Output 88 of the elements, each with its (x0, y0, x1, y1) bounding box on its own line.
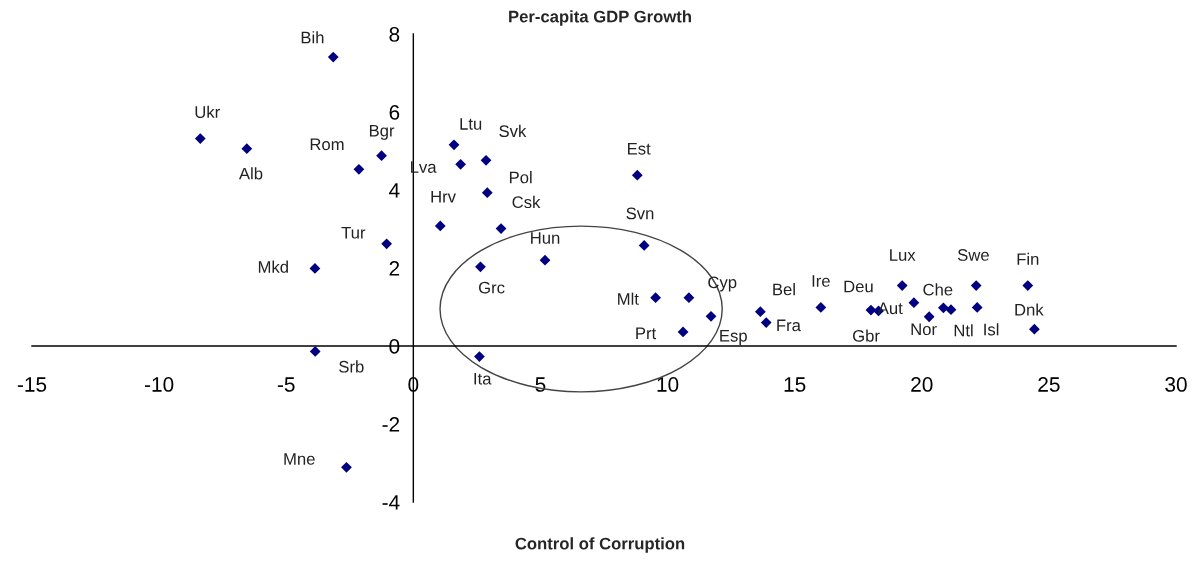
point (241, 143, 253, 155)
annotation: Ukr (195, 105, 220, 118)
point (970, 280, 982, 291)
point (896, 280, 908, 291)
annotation: Ire (812, 275, 830, 287)
chart-title: Per-capita GDP Growth (509, 10, 691, 26)
y-tick-label: 8 (389, 27, 400, 42)
annotation: Bih (301, 31, 324, 44)
annotation: Bel (773, 283, 795, 296)
annotation: Deu (844, 280, 873, 293)
point (971, 302, 983, 313)
point (945, 304, 957, 316)
point (341, 461, 352, 473)
point (754, 306, 766, 318)
annotation: Isl (984, 323, 999, 336)
y-tick-label: 2 (389, 261, 400, 276)
point (480, 154, 492, 166)
annotation: Aut (877, 302, 903, 315)
y-tick-label: -4 (382, 495, 400, 510)
y-tick-label: -2 (382, 417, 400, 432)
y-tick-label: 6 (389, 105, 400, 120)
point (448, 139, 460, 151)
point (677, 326, 689, 338)
point (474, 351, 485, 362)
annotation: Ita (474, 372, 492, 385)
point (539, 254, 551, 266)
annotation: Prt (636, 327, 657, 340)
x-tick-label: 10 (657, 377, 679, 392)
annotation: Tur (341, 226, 366, 239)
point (381, 238, 393, 250)
annotation: Svn (626, 207, 654, 220)
annotation: Pol (509, 171, 532, 184)
annotation: Grc (478, 281, 505, 294)
annotation: Srb (339, 360, 364, 373)
x-tick-label: 15 (784, 377, 806, 392)
point (650, 292, 661, 304)
point (908, 297, 920, 309)
annotation: Dnk (1015, 303, 1044, 316)
annotation: Rom (310, 138, 344, 151)
point (475, 261, 486, 273)
annotation: Ltu (460, 118, 482, 130)
point (631, 169, 643, 181)
point (638, 240, 650, 251)
point (1029, 323, 1040, 335)
point (938, 302, 949, 314)
annotation: Csk (512, 195, 541, 209)
annotation: Swe (957, 249, 989, 261)
point (309, 263, 321, 274)
point (481, 187, 493, 199)
annotation: Ntl (954, 324, 973, 337)
annotation: Hun (531, 232, 560, 244)
point (683, 292, 695, 304)
annotation: Est (628, 143, 651, 155)
annotation: Alb (238, 167, 263, 180)
point (353, 163, 365, 175)
point (327, 51, 339, 63)
annotation: Nor (911, 323, 937, 336)
point (434, 220, 446, 232)
annotation: Lux (890, 249, 916, 261)
annotation: Mne (284, 453, 315, 465)
annotation: Che (923, 283, 953, 296)
point (760, 317, 772, 328)
x-tick-label: -5 (277, 377, 295, 392)
annotation: Gbr (853, 329, 880, 342)
x-axis-title: Control of Corruption (515, 537, 685, 553)
annotation: Svk (499, 124, 527, 138)
point (495, 223, 507, 234)
annotation: Mlt (618, 292, 639, 305)
x-tick-label: -15 (17, 377, 47, 392)
point (705, 310, 717, 322)
x-tick-label: -10 (144, 377, 174, 392)
point (455, 158, 466, 170)
annotation: Mkd (258, 260, 288, 273)
x-tick-label: 30 (1165, 377, 1187, 392)
point (309, 346, 321, 357)
annotation: Hrv (431, 190, 456, 203)
annotation: Fra (777, 319, 801, 332)
x-tick-label: 20 (911, 377, 933, 392)
annotation: Fin (1017, 252, 1039, 265)
point (815, 302, 827, 313)
annotation: Esp (720, 330, 747, 345)
point (194, 133, 206, 144)
annotation: Bgr (369, 124, 395, 140)
point (1022, 280, 1034, 291)
y-tick-label: 4 (389, 183, 400, 198)
point (923, 311, 935, 323)
point (376, 150, 387, 162)
x-tick-label: 25 (1038, 377, 1060, 392)
